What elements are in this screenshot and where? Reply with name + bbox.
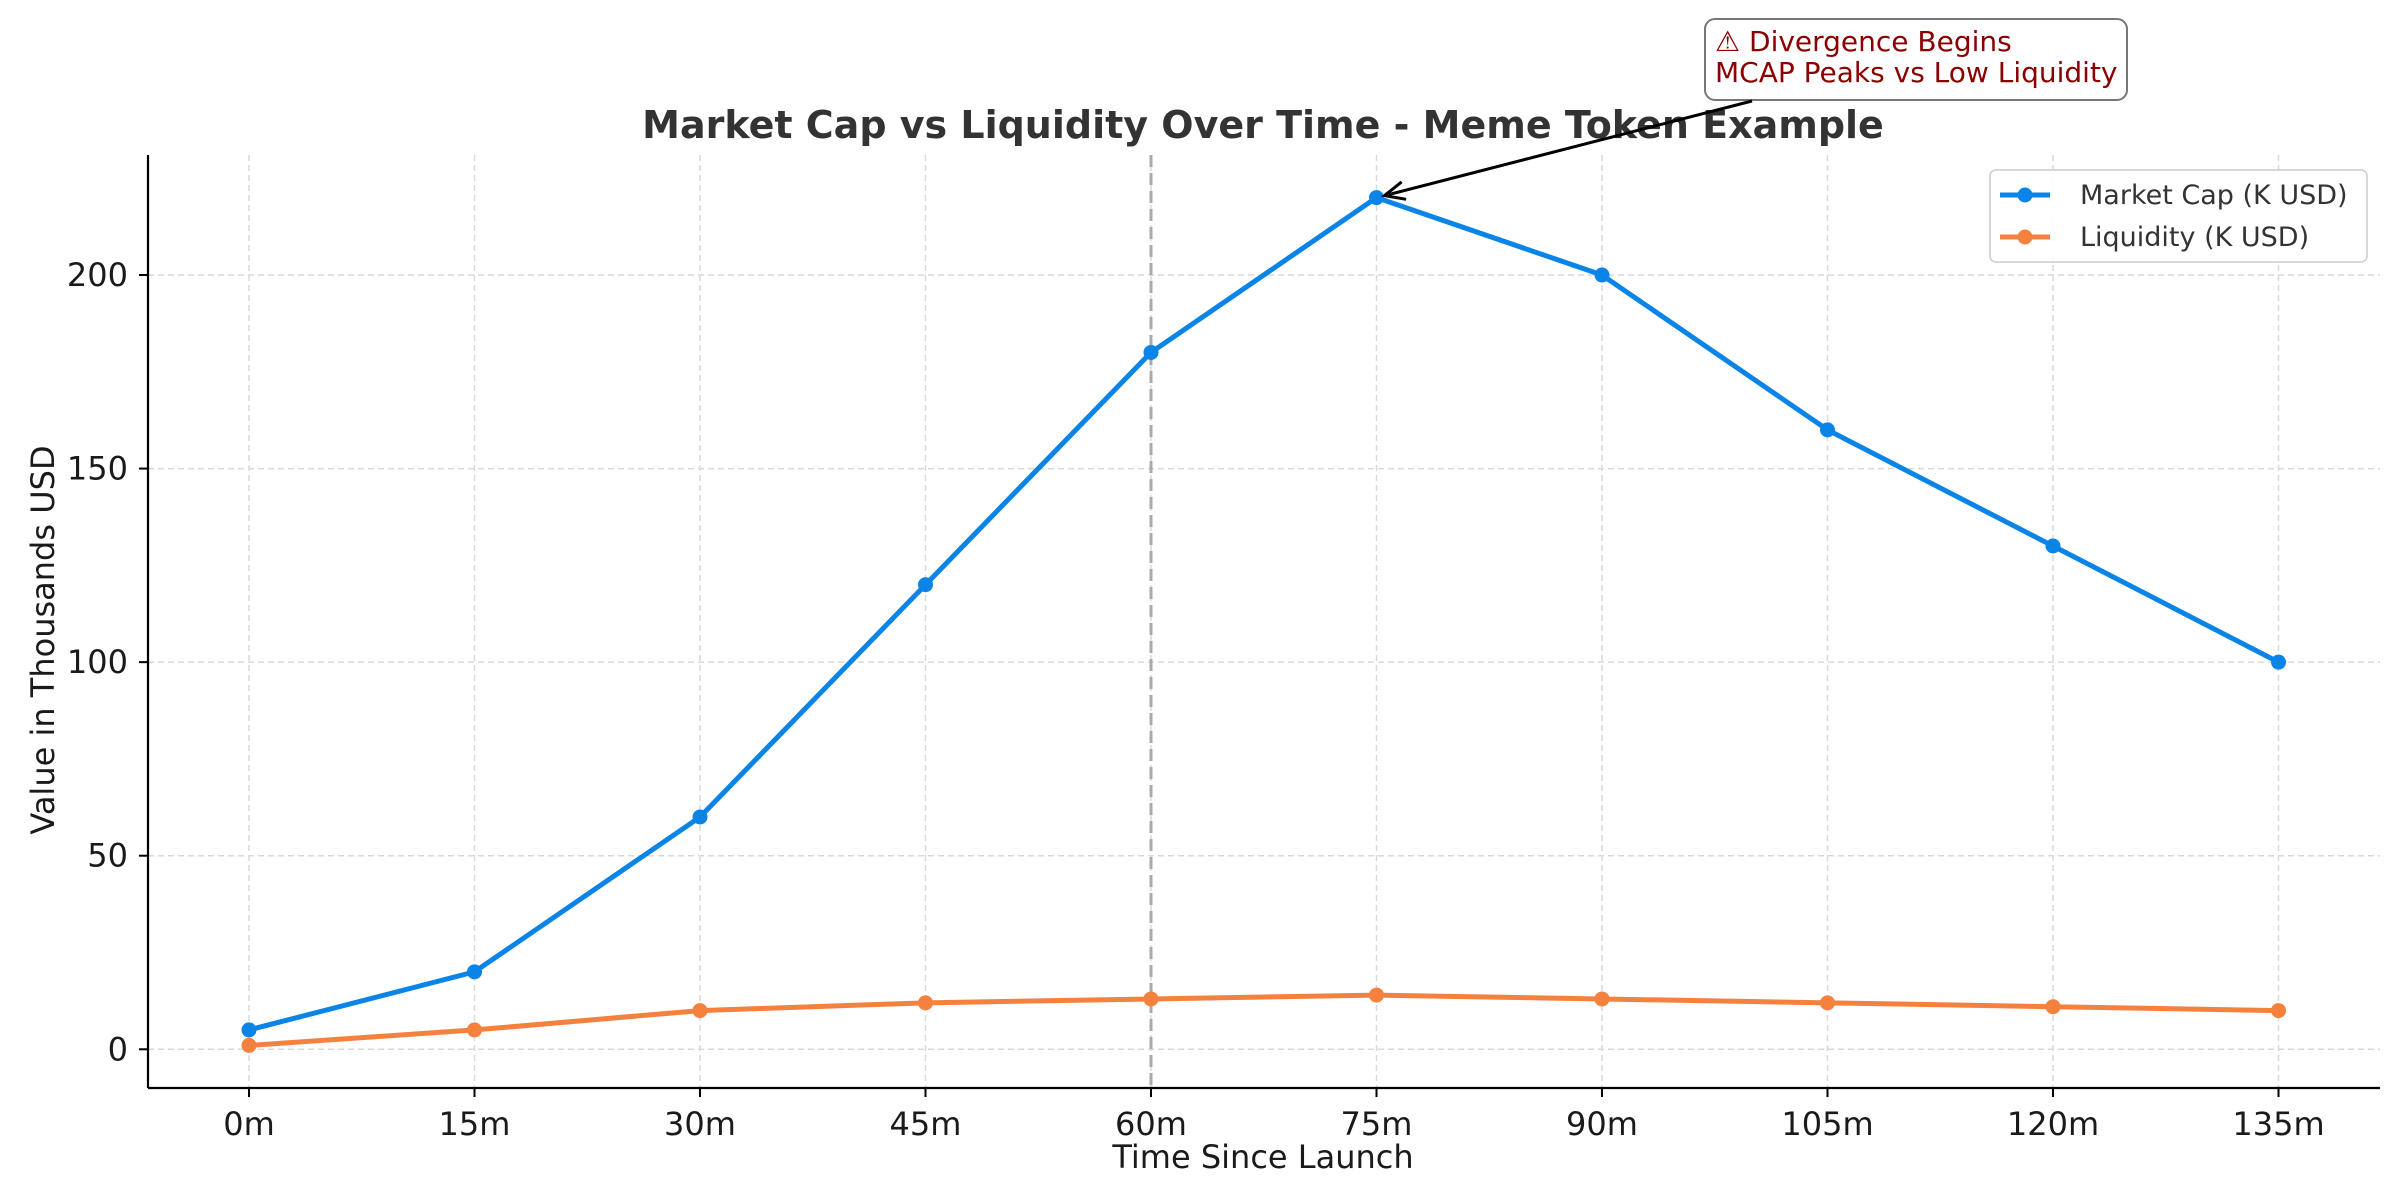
grid-lines <box>148 155 2380 1088</box>
data-point-liquidity-k-usd <box>467 1022 482 1038</box>
y-axis-label: Value in Thousands USD <box>24 445 62 834</box>
annotation-text: MCAP Peaks vs Low Liquidity <box>1715 56 2118 89</box>
x-tick-label: 45m <box>890 1105 962 1143</box>
data-point-market-cap-k-usd <box>2271 654 2286 670</box>
x-tick-label: 15m <box>439 1105 511 1143</box>
x-tick-label: 75m <box>1341 1105 1413 1143</box>
data-point-liquidity-k-usd <box>1594 991 1610 1007</box>
data-point-market-cap-k-usd <box>692 809 708 825</box>
y-tick-label: 200 <box>67 256 128 294</box>
x-tick-label: 0m <box>223 1105 275 1143</box>
data-point-liquidity-k-usd <box>918 995 933 1011</box>
legend-marker <box>2017 187 2033 203</box>
data-point-market-cap-k-usd <box>918 577 933 593</box>
x-tick-label: 30m <box>664 1105 736 1143</box>
legend-marker <box>2017 229 2033 245</box>
data-point-market-cap-k-usd <box>2045 538 2061 554</box>
y-tick-label: 50 <box>87 837 128 875</box>
data-point-market-cap-k-usd <box>1594 267 1610 283</box>
data-point-liquidity-k-usd <box>1820 995 1835 1011</box>
axes: 0m 15m 30m 45m 60m 75m 90m 105m 120m 135m 0 50 100 15… <box>67 155 2380 1143</box>
annotation-text: ⚠ Divergence Begins <box>1715 25 2012 58</box>
annotation-box <box>1704 18 2128 101</box>
data-point-liquidity-k-usd <box>692 1003 708 1019</box>
y-tick-label: 150 <box>67 450 128 488</box>
legend: Market Cap (K USD) Liquidity (K USD) <box>1989 169 2368 263</box>
data-point-liquidity-k-usd <box>241 1037 257 1053</box>
data-point-market-cap-k-usd <box>241 1022 257 1038</box>
data-point-market-cap-k-usd <box>1143 344 1159 360</box>
annotation-arrowhead <box>1380 180 1407 201</box>
x-axis-label: Time Since Launch <box>1111 1138 1413 1176</box>
x-tick-label: 135m <box>2232 1105 2324 1143</box>
data-point-market-cap-k-usd <box>1369 190 1384 206</box>
series-layer <box>241 190 2286 1053</box>
x-tick-label: 90m <box>1566 1105 1638 1143</box>
data-point-liquidity-k-usd <box>1369 987 1384 1003</box>
legend-label: Market Cap (K USD) <box>2080 180 2348 211</box>
annotation-arrow <box>1388 99 1753 197</box>
legend-box <box>1989 169 2368 263</box>
y-tick-label: 100 <box>67 643 128 681</box>
legend-label: Liquidity (K USD) <box>2080 222 2309 253</box>
series-line-market-cap-k-usd <box>248 195 2280 1033</box>
x-tick-label: 60m <box>1115 1105 1187 1143</box>
data-point-liquidity-k-usd <box>2045 999 2061 1015</box>
data-point-market-cap-k-usd <box>1820 422 1835 438</box>
data-point-liquidity-k-usd <box>2271 1003 2286 1019</box>
y-tick-label: 0 <box>108 1030 128 1068</box>
data-point-market-cap-k-usd <box>467 964 482 980</box>
chart-title: Market Cap vs Liquidity Over Time - Meme… <box>642 103 1884 147</box>
series-line-liquidity-k-usd <box>248 992 2279 1048</box>
x-tick-label: 120m <box>2007 1105 2099 1143</box>
x-tick-label: 105m <box>1781 1105 1873 1143</box>
data-point-liquidity-k-usd <box>1143 991 1159 1007</box>
